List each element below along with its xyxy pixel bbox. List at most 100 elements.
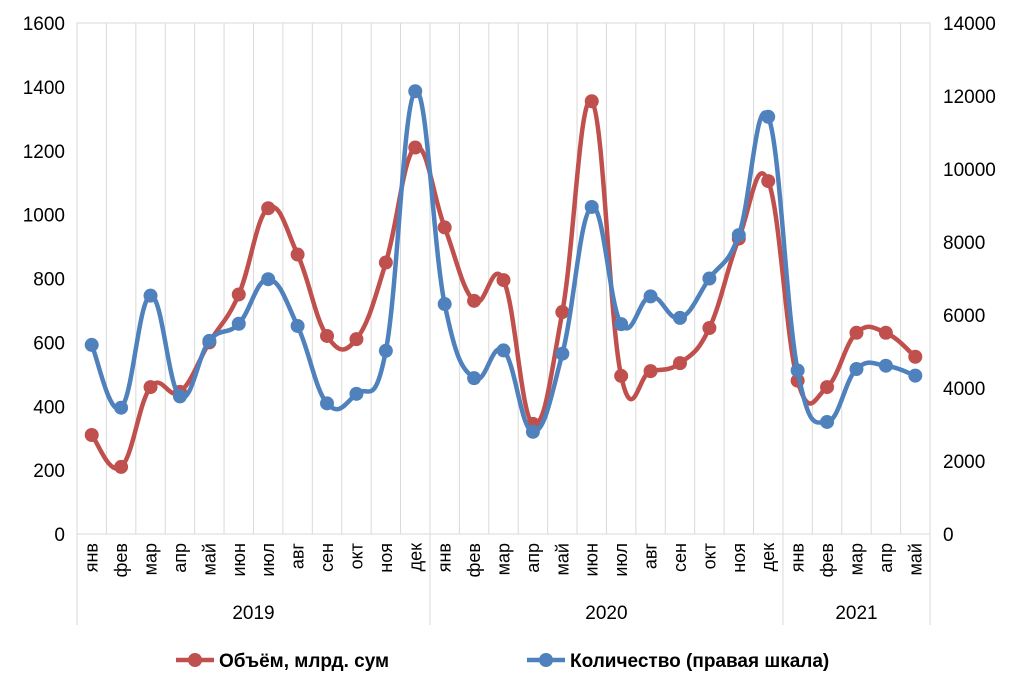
- data-point: [408, 140, 423, 155]
- data-point: [584, 199, 599, 214]
- data-point: [408, 84, 423, 99]
- x-category-label: янв: [788, 543, 808, 572]
- x-category-label: фев: [464, 543, 484, 577]
- data-point: [320, 328, 335, 343]
- x-category-label: мар: [494, 543, 514, 575]
- data-point: [643, 289, 658, 304]
- data-point: [290, 318, 305, 333]
- x-category-label: окт: [346, 543, 366, 569]
- legend-item: Объём, млрд. сум: [176, 651, 389, 672]
- y-left-tick-label: 200: [33, 461, 65, 482]
- legend: Объём, млрд. сум Количество (правая шкала…: [176, 651, 829, 672]
- data-point: [761, 109, 776, 124]
- y-left-tick-label: 0: [54, 525, 65, 546]
- data-point: [672, 356, 687, 371]
- x-category-label: июн: [229, 543, 249, 577]
- data-point: [378, 343, 393, 358]
- y-right-tick-label: 8000: [943, 233, 985, 254]
- data-point: [231, 316, 246, 331]
- x-category-label: мар: [846, 543, 866, 575]
- data-point: [761, 174, 776, 189]
- legend-item: Количество (правая шкала): [527, 651, 829, 672]
- data-point: [496, 273, 511, 288]
- y-right-tick-label: 2000: [943, 452, 985, 473]
- legend-swatch-marker: [188, 653, 202, 667]
- data-point: [643, 364, 658, 379]
- x-category-label: май: [905, 543, 925, 575]
- x-category-label: авг: [641, 543, 661, 570]
- data-point: [320, 396, 335, 411]
- x-category-label: апр: [170, 543, 190, 573]
- plot-border: [76, 22, 931, 535]
- x-category-label: июл: [611, 543, 631, 577]
- data-point: [849, 325, 864, 340]
- x-category-label: янв: [82, 543, 102, 572]
- data-point: [261, 272, 276, 287]
- data-point: [114, 459, 129, 474]
- series-layer: [84, 84, 923, 474]
- data-point: [555, 346, 570, 361]
- x-category-label: июн: [582, 543, 602, 577]
- data-point: [820, 414, 835, 429]
- data-point: [672, 310, 687, 325]
- x-group-label: 2020: [585, 603, 627, 624]
- data-point: [231, 287, 246, 302]
- y-left-tick-label: 1000: [23, 206, 65, 227]
- data-point: [614, 368, 629, 383]
- x-category-label: фев: [817, 543, 837, 577]
- data-point: [702, 271, 717, 286]
- data-point: [614, 317, 629, 332]
- data-point: [290, 247, 305, 262]
- y-right-tick-label: 0: [943, 525, 954, 546]
- data-point: [202, 333, 217, 348]
- y-right-tick-label: 4000: [943, 379, 985, 400]
- legend-label: Количество (правая шкала): [570, 651, 829, 672]
- data-point: [172, 389, 187, 404]
- x-category-label: май: [199, 543, 219, 575]
- x-category-label: дек: [405, 543, 425, 572]
- data-point: [437, 297, 452, 312]
- series-2: [84, 84, 923, 439]
- data-point: [496, 343, 511, 358]
- data-point: [84, 337, 99, 352]
- x-category-label: ноя: [376, 543, 396, 573]
- y-left-tick-label: 600: [33, 333, 65, 354]
- x-category-label: апр: [523, 543, 543, 573]
- data-point: [378, 255, 393, 270]
- data-point: [437, 220, 452, 235]
- data-point: [349, 386, 364, 401]
- x-category-label: май: [552, 543, 572, 575]
- data-point: [731, 228, 746, 243]
- y-left-tick-label: 800: [33, 270, 65, 291]
- data-point: [114, 400, 129, 415]
- data-point: [555, 305, 570, 320]
- x-category-label: сен: [317, 543, 337, 572]
- y-right-tick-label: 10000: [943, 160, 996, 181]
- x-category-label: авг: [288, 543, 308, 570]
- data-point: [143, 288, 158, 303]
- data-point: [878, 325, 893, 340]
- label-layer: янв фев мар апр май июн июл авг сен окт ноя дек янв ф…: [82, 543, 926, 624]
- data-point: [349, 332, 364, 347]
- x-category-label: ноя: [729, 543, 749, 573]
- data-point: [467, 293, 482, 308]
- x-category-label: мар: [141, 543, 161, 575]
- x-category-label: сен: [670, 543, 690, 572]
- x-group-label: 2019: [232, 603, 274, 624]
- data-point: [790, 363, 805, 378]
- x-group-label: 2021: [835, 603, 877, 624]
- x-category-label: дек: [758, 543, 778, 572]
- legend-label: Объём, млрд. сум: [219, 651, 389, 672]
- x-category-label: окт: [699, 543, 719, 569]
- axis-layer: 0 200 400 600 800 1000 1200 1400 1600 0 2000 4000 60…: [23, 14, 996, 546]
- data-point: [849, 362, 864, 377]
- series-1: [84, 94, 923, 474]
- data-point: [467, 371, 482, 386]
- y-left-tick-label: 400: [33, 397, 65, 418]
- data-point: [820, 380, 835, 395]
- grid-layer: [76, 22, 931, 625]
- y-left-tick-label: 1200: [23, 142, 65, 163]
- y-left-tick-label: 1600: [23, 14, 65, 35]
